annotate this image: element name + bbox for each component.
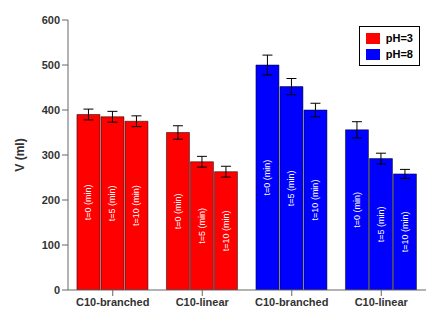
html-text:pH=8: pH=8 xyxy=(385,48,413,60)
svg-text:t=10 (min): t=10 (min) xyxy=(400,212,410,253)
svg-text:200: 200 xyxy=(42,194,60,206)
svg-text:t=0 (min): t=0 (min) xyxy=(352,192,362,228)
svg-text:t=5 (min): t=5 (min) xyxy=(197,208,207,244)
svg-text:600: 600 xyxy=(42,14,60,26)
svg-text:t=10 (min): t=10 (min) xyxy=(131,185,141,226)
svg-text:C10-linear: C10-linear xyxy=(355,296,409,308)
svg-text:t=5 (min): t=5 (min) xyxy=(376,206,386,242)
svg-text:500: 500 xyxy=(42,59,60,71)
svg-text:C10-branched: C10-branched xyxy=(255,296,328,308)
svg-text:t=0 (min): t=0 (min) xyxy=(262,160,272,196)
svg-text:t=10 (min): t=10 (min) xyxy=(310,180,320,221)
svg-text:t=5 (min): t=5 (min) xyxy=(107,185,117,221)
svg-text:C10-linear: C10-linear xyxy=(176,296,230,308)
html-text:pH=3: pH=3 xyxy=(385,32,413,44)
svg-text:300: 300 xyxy=(42,149,60,161)
svg-text:t=10 (min): t=10 (min) xyxy=(221,210,231,251)
svg-text:t=0 (min): t=0 (min) xyxy=(83,184,93,220)
svg-text:t=0 (min): t=0 (min) xyxy=(173,193,183,229)
svg-text:C10-branched: C10-branched xyxy=(76,296,149,308)
svg-text:400: 400 xyxy=(42,104,60,116)
svg-text:t=5 (min): t=5 (min) xyxy=(286,170,296,206)
svg-text:100: 100 xyxy=(42,239,60,251)
svg-text:0: 0 xyxy=(54,284,60,296)
svg-text:V (ml): V (ml) xyxy=(13,138,27,171)
